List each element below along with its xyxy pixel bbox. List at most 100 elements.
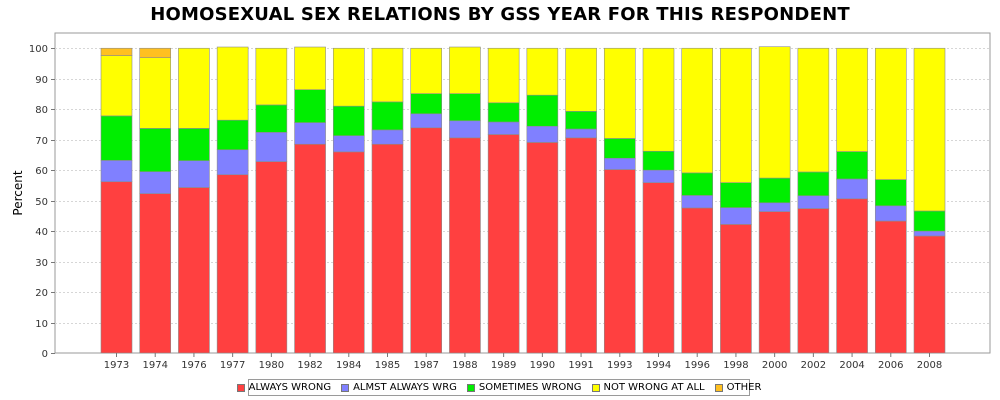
bar-segment <box>913 210 946 232</box>
bar-segment <box>332 47 365 107</box>
bar-segment <box>681 47 714 174</box>
bar-segment <box>836 151 868 180</box>
bar-segment <box>681 172 714 196</box>
bar-segment <box>410 93 443 115</box>
y-tick-label: 0 <box>42 349 48 360</box>
x-tick-label: 1993 <box>607 360 632 371</box>
bar-segment <box>797 47 830 173</box>
bar-segment <box>526 94 559 127</box>
legend-item: SOMETIMES WRONG <box>466 382 582 393</box>
bar-segment <box>332 151 365 354</box>
legend-label: ALMST ALWAYS WRG <box>353 382 457 393</box>
bar-segment <box>332 105 365 137</box>
bar-segment <box>603 47 636 139</box>
bar-segment <box>797 171 830 197</box>
bar-segment <box>100 115 133 161</box>
plot-frame <box>54 32 991 354</box>
bar-segment <box>836 198 868 354</box>
bar-segment <box>487 47 520 104</box>
x-tick-label: 1990 <box>530 360 555 371</box>
x-tick-label: 1996 <box>684 360 709 371</box>
legend-label: SOMETIMES WRONG <box>478 382 582 393</box>
bar-segment <box>332 135 365 153</box>
x-tick-label: 1994 <box>646 360 671 371</box>
y-tick-label: 90 <box>35 75 48 86</box>
bar-segment <box>371 47 404 103</box>
bar-segment <box>836 178 868 200</box>
legend-swatch <box>466 383 475 392</box>
bar-segment <box>603 169 636 354</box>
bar-segment <box>642 182 675 354</box>
x-tick-label: 1984 <box>336 360 361 371</box>
bar-segment <box>487 121 520 135</box>
bar-segment <box>642 150 675 171</box>
bar-segment <box>642 47 675 152</box>
y-tick-label: 20 <box>35 288 48 299</box>
y-tick-label: 30 <box>35 258 48 269</box>
bar-segment <box>371 129 404 145</box>
bar-segment <box>100 160 133 183</box>
x-tick-label: 2006 <box>878 360 903 371</box>
y-tick-label: 40 <box>35 227 48 238</box>
bar-segment <box>178 47 210 129</box>
bar-segment <box>565 111 597 130</box>
bar-segment <box>294 143 326 354</box>
bar-segment <box>178 187 210 354</box>
x-tick-label: 1973 <box>104 360 129 371</box>
bar-segment <box>178 160 210 188</box>
x-tick-label: 1980 <box>259 360 284 371</box>
bar-segment <box>294 89 326 123</box>
x-tick-label: 1976 <box>181 360 206 371</box>
bar-segment <box>410 47 443 94</box>
bar-segment <box>294 46 326 90</box>
x-tick-label: 1977 <box>220 360 245 371</box>
y-axis-label: Percent <box>11 170 25 215</box>
bar-segment <box>758 177 791 204</box>
bar-segment <box>526 47 559 96</box>
bar-segment <box>255 47 288 106</box>
bar-segment <box>603 138 636 159</box>
x-tick-label: 1989 <box>491 360 516 371</box>
bar-segment <box>449 93 481 122</box>
bar-segment <box>100 47 133 56</box>
bar-segment <box>371 143 404 354</box>
legend-item: NOT WRONG AT ALL <box>591 382 705 393</box>
bar-segment <box>294 122 326 145</box>
legend-swatch <box>236 383 245 392</box>
bar-segment <box>526 125 559 143</box>
legend-label: ALWAYS WRONG <box>248 382 332 393</box>
legend-item: OTHER <box>714 382 761 393</box>
bar-segment <box>874 205 907 222</box>
bar-segment <box>449 120 481 139</box>
bar-segment <box>487 134 520 354</box>
bar-segment <box>913 47 946 212</box>
bar-segment <box>874 220 907 354</box>
bar-segment <box>255 132 288 162</box>
bar-segment <box>720 182 752 208</box>
bar-segment <box>720 47 752 183</box>
bar-segment <box>216 46 249 121</box>
bar-segment <box>216 119 249 151</box>
bar-segment <box>255 161 288 354</box>
legend-item: ALMST ALWAYS WRG <box>341 382 457 393</box>
x-tick-label: 2008 <box>917 360 942 371</box>
bar-segment <box>681 195 714 209</box>
bar-segment <box>487 102 520 123</box>
y-tick-label: 100 <box>29 44 48 55</box>
bar-segment <box>139 193 172 354</box>
x-tick-label: 2002 <box>801 360 826 371</box>
bar-segment <box>874 179 907 207</box>
bar-segment <box>720 224 752 354</box>
y-tick-label: 60 <box>35 166 48 177</box>
x-tick-label: 1987 <box>413 360 438 371</box>
bar-segment <box>178 128 210 161</box>
x-tick-label: 1974 <box>142 360 167 371</box>
bar-segment <box>371 101 404 131</box>
legend-swatch <box>591 383 600 392</box>
bar-segment <box>913 230 946 237</box>
bar-segment <box>139 57 172 129</box>
bar-segment <box>913 235 946 354</box>
y-tick-label: 70 <box>35 136 48 147</box>
